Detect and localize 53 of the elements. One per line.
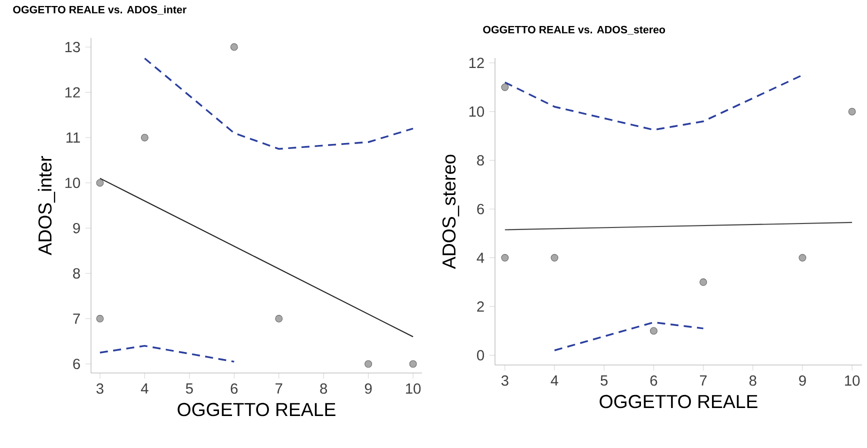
x-tick-label: 10 xyxy=(845,375,860,386)
y-tick-label: 12 xyxy=(65,87,80,98)
x-tick-label: 10 xyxy=(406,383,421,394)
x-tick-label: 3 xyxy=(501,375,508,386)
y-axis-title: ADOS_stereo xyxy=(442,154,460,270)
y-tick-label: 8 xyxy=(477,155,484,166)
y-tick-label: 10 xyxy=(65,178,80,188)
point xyxy=(275,314,283,322)
point xyxy=(848,108,856,116)
point xyxy=(230,43,238,51)
point xyxy=(650,327,658,335)
y-tick-label: 6 xyxy=(73,358,80,370)
y-tick-label: 13 xyxy=(65,42,80,52)
y-tick-label: 9 xyxy=(73,222,80,234)
x-axis-title: OGGETTO REALE xyxy=(600,394,758,408)
x-tick-label: 9 xyxy=(799,375,806,386)
x-tick-label: 4 xyxy=(140,383,148,394)
line-series xyxy=(504,74,804,131)
y-tick-label: 7 xyxy=(73,314,80,324)
x-tick-label: 4 xyxy=(550,375,558,386)
point xyxy=(140,134,148,142)
line-series xyxy=(144,57,414,150)
x-tick-label: 9 xyxy=(364,383,372,394)
y-tick-label: 6 xyxy=(477,204,484,214)
point xyxy=(501,254,509,262)
y-tick-label: 8 xyxy=(73,268,80,279)
y-tick-label: 2 xyxy=(477,301,484,312)
x-tick-label: 5 xyxy=(186,383,193,394)
x-axis-title: OGGETTO REALE xyxy=(178,402,336,416)
y-axis-title: ADOS_inter xyxy=(38,156,56,256)
point xyxy=(700,278,708,286)
point xyxy=(96,179,104,187)
x-tick-label: 8 xyxy=(749,375,756,386)
y-tick-label: 12 xyxy=(469,58,484,68)
x-tick-label: 6 xyxy=(650,375,658,386)
x-tick-label: 7 xyxy=(700,375,707,386)
point xyxy=(501,83,509,91)
y-tick-label: 4 xyxy=(476,252,484,263)
point xyxy=(798,254,806,262)
x-tick-label: 3 xyxy=(96,383,104,394)
point xyxy=(409,360,417,368)
y-tick-label: 11 xyxy=(66,132,80,143)
y-tick-label: 10 xyxy=(469,106,484,117)
x-tick-label: 7 xyxy=(276,383,282,394)
x-tick-label: 5 xyxy=(600,375,608,386)
point xyxy=(364,360,372,368)
point xyxy=(550,254,558,262)
point xyxy=(96,314,104,322)
chart-title: OGGETTO REALE vs. ADOS_stereo xyxy=(483,26,666,35)
chart-title: OGGETTO REALE vs. ADOS_inter xyxy=(13,6,186,15)
y-tick-label: 0 xyxy=(477,350,484,360)
x-tick-label: 6 xyxy=(230,383,238,394)
x-tick-label: 8 xyxy=(320,383,328,394)
